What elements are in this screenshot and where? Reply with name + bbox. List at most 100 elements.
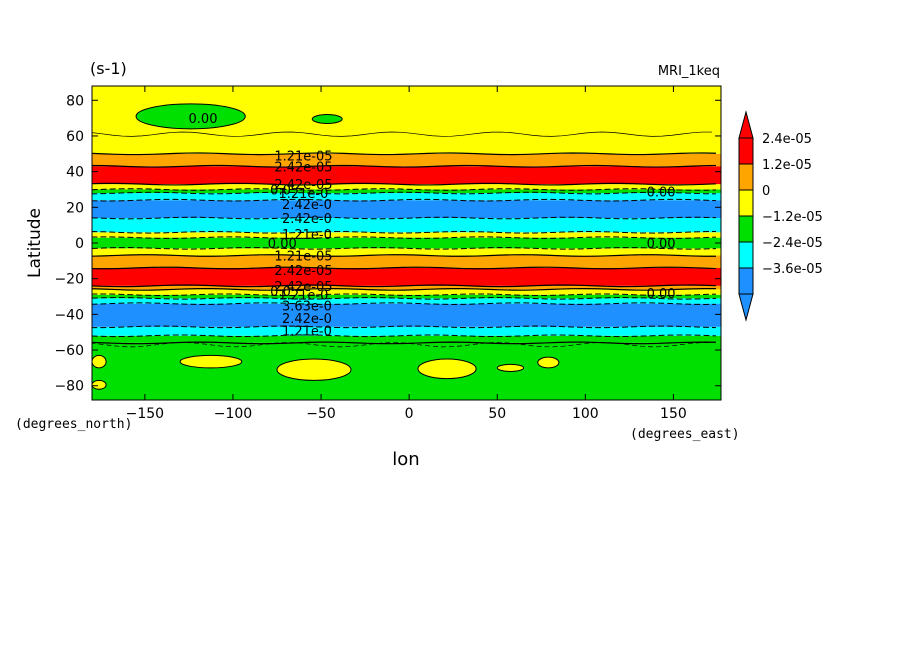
band-6 (92, 289, 721, 295)
contour-line-11 (92, 247, 717, 250)
contour-label-0: 0.00 (189, 112, 218, 127)
y-tick-label-8: 80 (66, 93, 84, 109)
contour-label-4: 0.0 (270, 183, 291, 198)
colorbar-swatch-3 (738, 215, 754, 243)
x-axis-label: lon (392, 449, 419, 470)
band-13 (92, 218, 721, 233)
contour-line-17 (92, 188, 717, 191)
contour-line-10 (92, 254, 717, 257)
contour-line-2 (92, 334, 717, 338)
contour-patch-5 (496, 363, 525, 372)
contour-label-20: 0.00 (647, 287, 676, 302)
contour-line-14 (92, 216, 717, 220)
contour-line-9 (92, 266, 717, 270)
contour-patch-3 (276, 358, 352, 381)
colorbar-label-1: 1.2e-05 (762, 158, 812, 173)
contour-label-3: 2.42e-05 (274, 178, 332, 193)
contour-label-9: 0.00 (268, 237, 297, 252)
band-14 (92, 200, 721, 219)
band-19 (92, 153, 721, 167)
contour-label-8: 1.21e-0 (282, 228, 332, 243)
band-9 (92, 255, 721, 268)
contour-label-19: 0.00 (647, 237, 676, 252)
contour-line-6 (92, 293, 717, 297)
y-tick-label-6: 40 (66, 165, 84, 181)
band-15 (92, 193, 721, 201)
chart-title-model: MRI_1keq (658, 64, 720, 79)
band-10 (92, 248, 721, 256)
colorbar-label-0: 2.4e-05 (762, 132, 812, 147)
band-16 (92, 189, 721, 194)
contour-label-15: 3.63e-0 (282, 299, 332, 314)
contour-patch-0 (135, 103, 246, 130)
band-1 (92, 335, 721, 343)
band-8 (92, 267, 721, 286)
colorbar-label-5: −3.6e-05 (762, 262, 823, 277)
colorbar: 2.4e-05 1.2e-05 0 −1.2e-05 −2.4e-05 −3.6e-05 (738, 110, 823, 322)
colorbar-label-3: −1.2e-05 (762, 210, 823, 225)
contour-label-1: 1.21e-05 (274, 150, 332, 165)
x-tick-label-3: 0 (405, 406, 414, 422)
band-0 (92, 342, 721, 400)
contour-line-12 (92, 236, 717, 239)
contour-label-12: 2.42e-05 (274, 280, 332, 295)
colorbar-under-arrow (738, 293, 754, 322)
contour-line-8 (92, 284, 717, 288)
band-3 (92, 303, 721, 327)
y-axis-label: Latitude (25, 208, 45, 278)
x-tick-label-0: −150 (126, 406, 164, 422)
band-4 (92, 298, 721, 304)
y-tick-label-7: 60 (66, 129, 84, 145)
contour-label-18: 0.00 (647, 185, 676, 200)
contour-line-7 (92, 287, 717, 291)
y-tick-label-0: −80 (54, 379, 84, 395)
colorbar-swatch-5 (738, 267, 754, 295)
band-12 (92, 232, 721, 238)
contour-line-16 (92, 191, 717, 195)
colorbar-over-arrow (738, 110, 754, 139)
band-5 (92, 294, 721, 299)
contour-label-5: 1.21e-0 (278, 187, 328, 202)
contour-label-14: 1.21e-0 (278, 289, 328, 304)
contour-line-4 (92, 302, 717, 305)
contour-line-extra-1 (92, 342, 713, 348)
contour-line-extra-0 (92, 131, 713, 137)
x-tick-label-6: 150 (660, 406, 687, 422)
contour-patch-6 (537, 356, 560, 369)
contour-line-5 (92, 297, 717, 300)
contour-label-11: 2.42e-05 (274, 264, 332, 279)
colorbar-label-2: 0 (762, 184, 770, 199)
contour-line-13 (92, 230, 717, 234)
x-tick-label-4: 50 (488, 406, 506, 422)
contour-label-17: 1.21e-0 (282, 324, 332, 339)
contour-line-20 (92, 152, 717, 156)
contour-patch-2 (179, 354, 243, 369)
band-11 (92, 237, 721, 249)
contour-patch-8 (92, 379, 107, 390)
contour-label-13: 0.0 (270, 285, 291, 300)
contour-label-2: 2.42e-05 (274, 160, 332, 175)
contour-line-15 (92, 198, 717, 202)
contour-patch-7 (92, 354, 107, 369)
contour-label-16: 2.42e-0 (282, 312, 332, 327)
x-tick-label-1: −100 (214, 406, 252, 422)
band-2 (92, 326, 721, 336)
y-tick-label-2: −40 (54, 307, 84, 323)
x-tick-label-5: 100 (572, 406, 599, 422)
colorbar-label-4: −2.4e-05 (762, 236, 823, 251)
chart-title-units: (s-1) (90, 59, 127, 78)
x-units-label: (degrees_east) (630, 427, 740, 442)
band-17 (92, 184, 721, 190)
band-7 (92, 285, 721, 290)
y-tick-label-1: −60 (54, 343, 84, 359)
contour-line-19 (92, 164, 717, 168)
contour-label-10: 1.21e-05 (274, 249, 332, 264)
contour-label-7: 2.42e-0 (282, 212, 332, 227)
band-18 (92, 166, 721, 185)
y-tick-label-3: −20 (54, 272, 84, 288)
x-tick-label-2: −50 (306, 406, 336, 422)
plot-area: 0.001.21e-052.42e-052.42e-050.01.21e-02.… (54, 85, 722, 422)
colorbar-swatch-2 (738, 189, 754, 217)
contour-patch-1 (311, 114, 343, 124)
